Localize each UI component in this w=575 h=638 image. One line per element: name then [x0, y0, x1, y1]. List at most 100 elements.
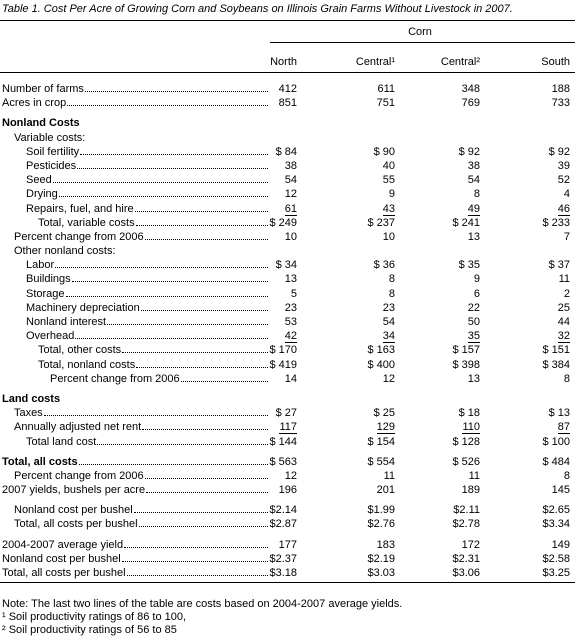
cell: $ 398: [420, 358, 480, 372]
table-row: Total, variable costs $ 249 $ 237 $ 241 $ 23…: [0, 216, 575, 230]
cell: 7: [510, 230, 570, 244]
cell-value: 8: [473, 188, 480, 201]
table-row: Total, all costs per bushel $3.18 $3.03 $3.…: [0, 566, 575, 580]
cell-value: $ 398: [452, 358, 480, 371]
cell-value: 25: [557, 301, 570, 314]
cell: $2.87: [237, 517, 297, 531]
cell: 13: [420, 230, 480, 244]
cell-value: $2.14: [269, 504, 297, 517]
cell-value: $ 37: [548, 259, 570, 272]
row-label: 2007 yields, bushels per acre: [2, 483, 270, 497]
cell-value: $ 92: [548, 145, 570, 158]
cell: 8: [510, 372, 570, 386]
cell: 189: [420, 483, 480, 497]
cell: 44: [510, 315, 570, 329]
table-title: Table 1. Cost Per Acre of Growing Corn a…: [2, 3, 513, 15]
cell-value: 129: [376, 421, 395, 435]
cell: 183: [335, 538, 395, 552]
cell: $2.11: [420, 503, 480, 517]
cell-value: 49: [467, 202, 480, 216]
label-text: Total, other costs: [38, 344, 122, 357]
dot-leader: [84, 82, 268, 92]
cell-value: 38: [284, 159, 297, 172]
cell: 22: [420, 301, 480, 315]
cell: $3.34: [510, 517, 570, 531]
cell: 9: [335, 187, 395, 201]
row-label: Overhead: [2, 329, 270, 343]
cell: 8: [335, 287, 395, 301]
cell-value: 35: [467, 330, 480, 344]
label-text: Storage: [26, 287, 65, 300]
cell-value: $ 84: [275, 145, 297, 158]
table-row: Soil fertility $ 84 $ 90 $ 92 $ 92: [0, 145, 575, 159]
row-label: Seed: [2, 173, 270, 187]
cell: $ 526: [420, 455, 480, 469]
cell: 348: [420, 82, 480, 96]
table-row: Taxes $ 27 $ 25 $ 18 $ 13: [0, 406, 575, 420]
dot-leader: [142, 420, 268, 431]
cell: $ 241: [420, 216, 480, 230]
row-label: Total, variable costs: [2, 216, 270, 230]
label-text: Total, all costs per bushel: [14, 518, 138, 531]
row-label: Nonland cost per bushel: [2, 552, 270, 566]
table-row: Other nonland costs:: [0, 244, 575, 258]
cell: $ 151: [510, 343, 570, 357]
cell-value: 412: [278, 83, 297, 95]
cell: $ 154: [335, 435, 395, 449]
cell-value: 34: [382, 330, 395, 344]
table-row: Total, all costs per bushel $2.87 $2.76 $2.…: [0, 517, 575, 531]
rule: [270, 42, 575, 43]
cell: 54: [335, 315, 395, 329]
column-header: North: [270, 56, 297, 68]
cell: 117: [237, 420, 297, 435]
cell-value: $ 92: [458, 145, 480, 158]
dot-leader: [135, 216, 268, 226]
cell: 611: [335, 82, 395, 96]
row-label: Soil fertility: [2, 145, 270, 159]
cell-value: 54: [467, 174, 480, 187]
cell: 12: [237, 469, 297, 483]
cell-value: $ 237: [367, 216, 395, 229]
cell: 13: [420, 372, 480, 386]
cell-value: $3.34: [542, 518, 570, 531]
cell: 23: [335, 301, 395, 315]
cell: $ 128: [420, 435, 480, 449]
cell-value: 9: [473, 273, 480, 286]
cell: 412: [237, 82, 297, 96]
dot-leader: [58, 187, 268, 198]
table-row: Annually adjusted net rent 117 129 110 87: [0, 420, 575, 435]
cell-value: 53: [284, 316, 297, 328]
dot-leader: [71, 272, 268, 283]
cell: 9: [420, 272, 480, 286]
table-row: Total land cost $ 144 $ 154 $ 128 $ 100: [0, 435, 575, 449]
cell-value: 8: [563, 469, 570, 482]
cell-value: 52: [557, 174, 570, 187]
cell-value: 4: [563, 188, 570, 201]
dot-leader: [52, 173, 268, 184]
dot-leader: [126, 566, 268, 576]
cell-value: 50: [467, 316, 480, 328]
table-row: Pesticides 38 40 38 39: [0, 159, 575, 173]
cell-value: 40: [382, 159, 395, 172]
cell-value: $ 554: [367, 455, 395, 468]
cell: $ 249: [237, 216, 297, 230]
cell: 196: [237, 483, 297, 497]
cell-value: 14: [284, 372, 297, 385]
cell: 2: [510, 287, 570, 301]
label-text: Variable costs:: [14, 131, 86, 144]
cell: 53: [237, 315, 297, 329]
cell-value: $ 419: [269, 358, 297, 371]
cell: $3.03: [335, 566, 395, 580]
label-text: Total land cost: [26, 435, 97, 448]
cell: 769: [420, 96, 480, 110]
row-label: Total, nonland costs: [2, 358, 270, 372]
table-row: Total, all costs $ 563 $ 554 $ 526 $ 484: [0, 455, 575, 469]
cell-value: 54: [382, 316, 395, 328]
label-text: Soil fertility: [26, 145, 80, 158]
rule: [0, 582, 575, 583]
row-label: 2004-2007 average yield: [2, 538, 270, 552]
table-row: Labor $ 34 $ 36 $ 35 $ 37: [0, 258, 575, 272]
note: ² Soil productivity ratings of 56 to 85: [2, 624, 177, 636]
label-text: Nonland interest: [26, 316, 107, 328]
cell: $ 163: [335, 343, 395, 357]
